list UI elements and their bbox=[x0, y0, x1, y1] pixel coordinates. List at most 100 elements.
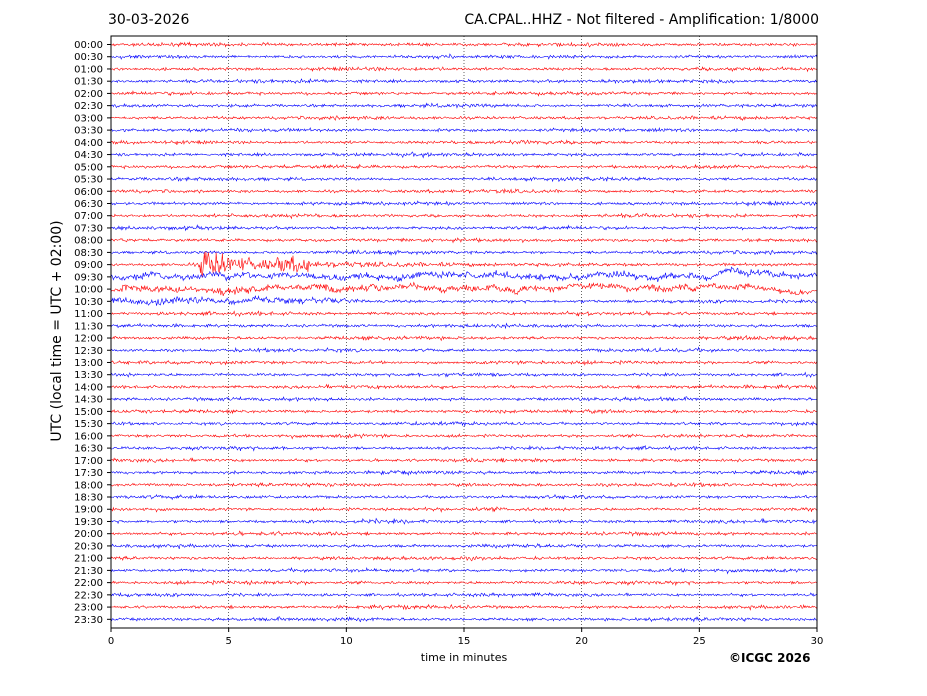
trace-line-07:00 bbox=[110, 212, 818, 220]
trace-line-06:30 bbox=[110, 200, 818, 207]
trace-line-14:30 bbox=[110, 396, 818, 402]
trace-line-16:30 bbox=[110, 444, 818, 452]
trace-line-22:00 bbox=[110, 579, 818, 587]
row-time-label: 23:30 bbox=[74, 615, 103, 626]
trace-line-08:30 bbox=[110, 249, 818, 256]
x-axis-label: time in minutes bbox=[420, 651, 508, 664]
row-time-label: 15:00 bbox=[74, 407, 103, 418]
row-time-label: 11:30 bbox=[74, 321, 103, 332]
row-time-label: 12:30 bbox=[74, 346, 103, 357]
trace-line-13:00 bbox=[110, 359, 818, 366]
trace-line-11:00 bbox=[110, 310, 818, 318]
trace-line-19:30 bbox=[110, 517, 818, 525]
trace-line-01:30 bbox=[110, 78, 818, 85]
plot-frame bbox=[110, 35, 818, 629]
row-time-label: 21:30 bbox=[74, 566, 103, 577]
row-time-label: 05:30 bbox=[74, 175, 103, 186]
x-tick-label: 20 bbox=[575, 636, 588, 647]
row-time-label: 01:30 bbox=[74, 77, 103, 88]
row-time-label: 23:00 bbox=[74, 603, 103, 614]
row-time-label: 20:30 bbox=[74, 541, 103, 552]
trace-line-15:30 bbox=[110, 420, 818, 428]
date-label: 30-03-2026 bbox=[108, 12, 190, 28]
row-time-label: 03:00 bbox=[74, 113, 103, 124]
trace-line-23:30 bbox=[110, 616, 818, 623]
trace-line-15:00 bbox=[110, 408, 818, 415]
row-time-label: 07:00 bbox=[74, 211, 103, 222]
trace-line-10:00 bbox=[110, 281, 818, 297]
trace-line-05:00 bbox=[110, 163, 818, 171]
row-time-label: 17:00 bbox=[74, 456, 103, 467]
row-time-label: 17:30 bbox=[74, 468, 103, 479]
trace-line-05:30 bbox=[110, 176, 818, 183]
trace-line-18:30 bbox=[110, 493, 818, 501]
row-time-label: 03:30 bbox=[74, 126, 103, 137]
trace-group bbox=[110, 41, 818, 623]
row-time-label: 13:30 bbox=[74, 370, 103, 381]
row-time-label: 21:00 bbox=[74, 554, 103, 565]
row-time-label: 19:00 bbox=[74, 505, 103, 516]
trace-line-01:00 bbox=[110, 66, 818, 73]
row-time-label: 05:00 bbox=[74, 162, 103, 173]
trace-line-00:30 bbox=[110, 53, 818, 60]
trace-line-03:30 bbox=[110, 126, 818, 133]
trace-line-04:00 bbox=[110, 139, 818, 146]
row-time-label: 14:30 bbox=[74, 395, 103, 406]
x-tick-label: 10 bbox=[340, 636, 353, 647]
row-time-label: 22:30 bbox=[74, 590, 103, 601]
copyright-label: ©ICGC 2026 bbox=[729, 651, 811, 665]
trace-line-18:00 bbox=[110, 481, 818, 488]
x-tick-label: 25 bbox=[693, 636, 706, 647]
row-time-label: 10:00 bbox=[74, 285, 103, 296]
trace-line-11:30 bbox=[110, 322, 818, 330]
trace-line-12:00 bbox=[110, 335, 818, 342]
row-time-label: 08:30 bbox=[74, 248, 103, 259]
row-time-label: 11:00 bbox=[74, 309, 103, 320]
chart-title: CA.CPAL..HHZ - Not filtered - Amplificat… bbox=[464, 12, 819, 28]
grid-lines bbox=[228, 36, 700, 628]
trace-line-10:30 bbox=[110, 295, 818, 306]
row-time-label: 13:00 bbox=[74, 358, 103, 369]
row-time-label: 04:00 bbox=[74, 138, 103, 149]
row-time-label: 19:30 bbox=[74, 517, 103, 528]
trace-line-07:30 bbox=[110, 224, 818, 232]
trace-line-16:00 bbox=[110, 433, 818, 440]
row-time-label: 14:00 bbox=[74, 382, 103, 393]
trace-line-02:30 bbox=[110, 102, 818, 109]
trace-line-17:00 bbox=[110, 457, 818, 464]
trace-line-02:00 bbox=[110, 90, 818, 97]
trace-line-23:00 bbox=[110, 603, 818, 611]
row-time-label: 08:00 bbox=[74, 236, 103, 247]
row-time-label: 22:00 bbox=[74, 578, 103, 589]
trace-line-04:30 bbox=[110, 151, 818, 159]
trace-line-09:30 bbox=[110, 266, 818, 283]
row-time-label: 00:00 bbox=[74, 40, 103, 51]
row-time-label: 16:30 bbox=[74, 444, 103, 455]
trace-line-00:00 bbox=[110, 41, 818, 48]
row-time-label: 09:00 bbox=[74, 260, 103, 271]
trace-line-20:30 bbox=[110, 542, 818, 550]
x-tick-label: 5 bbox=[225, 636, 231, 647]
row-time-label: 10:30 bbox=[74, 297, 103, 308]
trace-line-20:00 bbox=[110, 530, 818, 537]
trace-line-12:30 bbox=[110, 346, 818, 353]
trace-line-22:30 bbox=[110, 592, 818, 599]
row-time-label: 06:30 bbox=[74, 199, 103, 210]
row-time-label: 20:00 bbox=[74, 529, 103, 540]
trace-line-08:00 bbox=[110, 237, 818, 244]
trace-line-14:00 bbox=[110, 383, 818, 391]
x-tick-label: 30 bbox=[811, 636, 824, 647]
row-time-label: 18:00 bbox=[74, 480, 103, 491]
row-time-label: 02:30 bbox=[74, 101, 103, 112]
trace-line-17:30 bbox=[110, 469, 818, 477]
x-tick-label: 0 bbox=[108, 636, 114, 647]
row-time-label: 15:30 bbox=[74, 419, 103, 430]
x-tick-group: 0 5 10 15 20 25 30 bbox=[108, 628, 824, 647]
row-time-label: 04:30 bbox=[74, 150, 103, 161]
trace-line-06:00 bbox=[110, 187, 818, 194]
trace-line-21:30 bbox=[110, 566, 818, 575]
row-time-label: 07:30 bbox=[74, 223, 103, 234]
row-time-label: 00:30 bbox=[74, 52, 103, 63]
